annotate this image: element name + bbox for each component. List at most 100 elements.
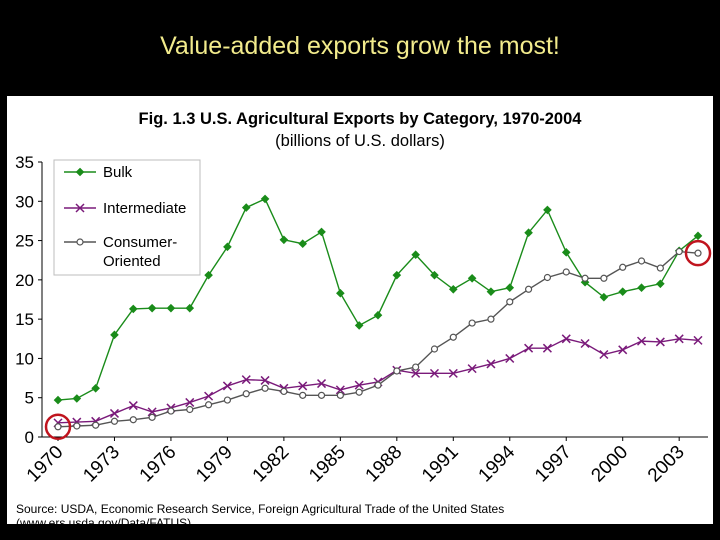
data-point — [374, 381, 382, 389]
data-point — [317, 227, 326, 237]
data-point — [128, 304, 138, 314]
data-point — [110, 417, 119, 425]
highlight-circle — [44, 413, 72, 441]
data-point — [430, 345, 439, 353]
data-point — [373, 310, 383, 320]
data-point — [261, 384, 269, 392]
marker-stroke — [636, 336, 647, 346]
source-note: Source: USDA, Economic Research Service,… — [16, 502, 616, 530]
data-point — [467, 364, 477, 374]
data-point — [448, 368, 458, 378]
data-point — [73, 422, 81, 430]
legend-label: Bulk — [103, 164, 133, 181]
data-point — [204, 270, 213, 280]
data-point — [241, 203, 251, 212]
marker-stroke — [109, 408, 120, 418]
data-point — [430, 270, 439, 280]
x-tick-label: 1973 — [79, 442, 124, 487]
data-point — [147, 303, 157, 313]
data-point — [317, 391, 326, 399]
data-point — [487, 315, 495, 323]
data-point — [166, 303, 176, 313]
legend-swatch-marker — [76, 238, 84, 246]
y-tick-label: 5 — [25, 389, 34, 408]
data-point — [53, 395, 63, 405]
x-tick-label: 1970 — [23, 442, 68, 487]
x-tick-label: 1982 — [249, 442, 294, 487]
data-point — [561, 248, 571, 257]
annotation-layer — [44, 239, 712, 441]
data-point — [335, 385, 345, 395]
source-line-2: (www.ers.usda.gov/Data/FATUS) — [16, 516, 192, 530]
data-point — [223, 396, 232, 404]
data-point — [354, 380, 364, 390]
data-point — [674, 334, 684, 344]
data-point — [637, 257, 646, 265]
y-tick-label: 0 — [25, 428, 34, 447]
data-point — [411, 250, 420, 260]
data-point — [599, 349, 609, 360]
data-point — [637, 283, 646, 293]
data-point — [336, 288, 345, 298]
legend-swatch-marker — [75, 167, 85, 177]
data-point — [223, 242, 232, 252]
data-point — [506, 298, 514, 306]
x-tick-label: 1997 — [531, 442, 576, 487]
data-point — [543, 205, 552, 215]
data-point — [185, 397, 195, 407]
data-point — [260, 375, 270, 385]
y-tick-label: 30 — [15, 192, 34, 211]
data-point — [543, 273, 552, 282]
x-tick-label: 1991 — [418, 442, 463, 487]
marker-stroke — [505, 353, 515, 363]
data-point — [298, 239, 308, 249]
x-tick-label: 1994 — [475, 441, 520, 486]
slide-title: Value-added exports grow the most! — [160, 32, 560, 60]
data-point — [336, 391, 344, 399]
chart-title: Fig. 1.3 U.S. Agricultural Exports by Ca… — [138, 110, 582, 128]
data-point — [260, 194, 270, 204]
data-point — [505, 283, 515, 293]
data-point — [354, 321, 364, 330]
marker-stroke — [467, 364, 477, 374]
marker-stroke — [655, 337, 665, 347]
data-point — [412, 363, 420, 371]
data-point — [448, 284, 458, 294]
data-point — [468, 319, 476, 327]
x-tick-label: 1985 — [305, 442, 350, 487]
data-point — [675, 247, 683, 256]
data-point — [486, 359, 496, 369]
x-tick-label: 2003 — [644, 442, 689, 487]
data-point — [449, 333, 457, 341]
data-point — [129, 416, 137, 424]
marker-stroke — [561, 334, 571, 344]
legend: Bulk Intermediate Consumer- Oriented — [53, 159, 201, 276]
y-tick-label: 35 — [15, 153, 34, 172]
data-point — [542, 343, 552, 353]
marker-stroke — [241, 375, 251, 385]
series-layer — [53, 194, 703, 431]
marker-stroke — [618, 345, 628, 355]
data-point — [91, 383, 100, 393]
data-point — [279, 235, 289, 245]
data-point — [204, 401, 213, 409]
data-point — [693, 335, 703, 345]
data-point — [299, 391, 307, 399]
data-point — [54, 423, 62, 431]
data-point — [656, 279, 665, 289]
data-point — [619, 263, 627, 271]
marker-stroke — [411, 368, 421, 378]
data-point — [693, 231, 703, 241]
data-point — [600, 274, 608, 282]
data-point — [524, 228, 533, 238]
data-point — [486, 287, 496, 296]
data-point — [186, 405, 194, 414]
marker-stroke — [298, 381, 308, 391]
y-tick-label: 15 — [15, 310, 34, 329]
data-point — [109, 408, 120, 418]
data-point — [429, 368, 440, 378]
x-tick-label: 1976 — [136, 442, 181, 487]
marker-stroke — [260, 375, 270, 385]
data-point — [618, 287, 628, 296]
y-tick-label: 25 — [15, 232, 34, 251]
